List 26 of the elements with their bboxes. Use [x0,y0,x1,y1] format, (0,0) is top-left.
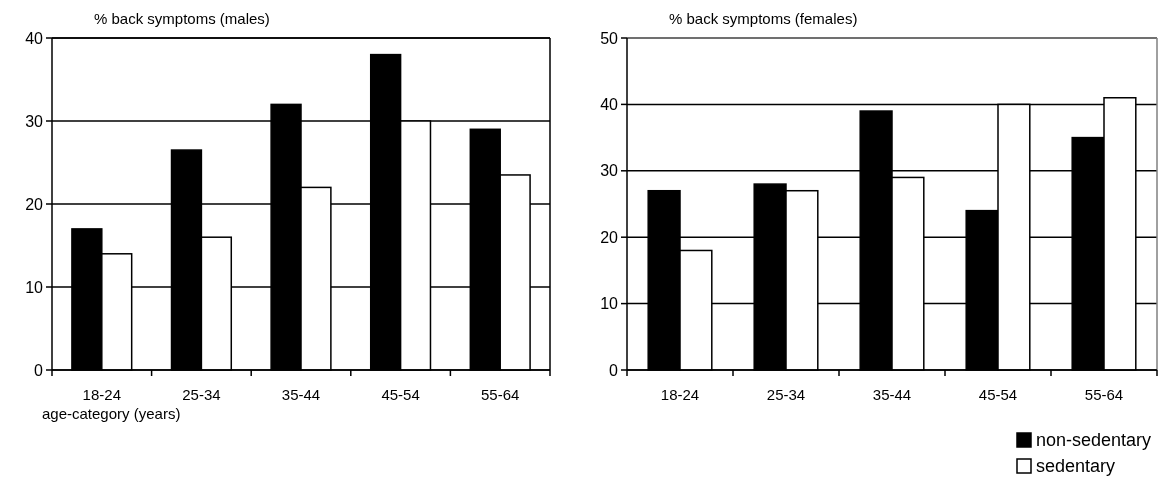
x-tick-label: 18-24 [660,386,700,403]
x-tick-label: 25-34 [766,386,806,403]
x-axis-title: age-category (years) [42,405,181,422]
legend-label: sedentary [1036,456,1116,477]
y-tick-label: 10 [600,295,619,313]
y-tick-label: 10 [25,278,44,296]
legend-label: non-sedentary [1036,430,1152,451]
x-tick-label: 35-44 [872,386,912,403]
x-tick-label: 55-64 [481,386,520,403]
x-tick-label: 45-54 [381,386,420,403]
y-tick-label: 40 [600,96,619,113]
y-tick-label: 30 [600,162,619,180]
y-tick-label: 20 [600,228,619,246]
x-tick-label: 25-34 [182,386,221,403]
y-tick-label: 20 [25,195,44,213]
x-tick-label: 35-44 [281,386,321,403]
y-axis-title: % back symptoms (males) [94,10,270,27]
y-axis-title: % back symptoms (females) [669,10,858,27]
x-tick-label: 18-24 [82,386,121,403]
x-tick-label: 45-54 [978,386,1018,403]
y-tick-label: 0 [609,361,619,379]
y-tick-label: 30 [25,112,44,130]
y-tick-label: 50 [600,29,619,47]
x-tick-label: 55-64 [1084,386,1124,403]
y-tick-label: 0 [34,361,44,379]
y-tick-label: 40 [25,29,44,47]
